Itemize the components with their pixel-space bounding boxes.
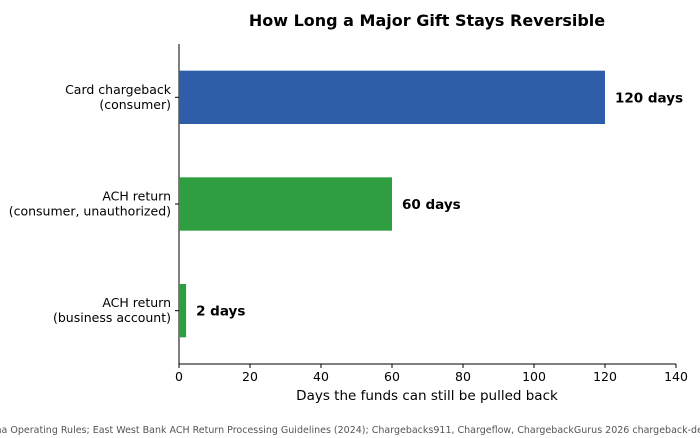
category-label: (consumer, unauthorized) (9, 204, 171, 219)
category-label: Card chargeback (65, 82, 172, 97)
category-label: (business account) (53, 310, 171, 325)
bar (179, 284, 187, 338)
data-label: 120 days (615, 90, 683, 106)
category-label: ACH return (102, 189, 171, 204)
x-tick-label: 60 (384, 369, 400, 384)
bar (179, 70, 605, 124)
x-tick-label: 120 (593, 369, 617, 384)
x-tick-label: 20 (242, 369, 258, 384)
data-label: 60 days (402, 197, 461, 213)
x-axis-label: Days the funds can still be pulled back (296, 388, 558, 404)
x-tick-label: 100 (522, 369, 546, 384)
chart-title: How Long a Major Gift Stays Reversible (249, 11, 605, 30)
category-label: ACH return (102, 295, 171, 310)
x-tick-label: 140 (664, 369, 688, 384)
bar (179, 177, 392, 231)
category-label: (consumer) (99, 97, 171, 112)
x-tick-label: 40 (313, 369, 329, 384)
data-label: 2 days (196, 304, 245, 320)
x-tick-label: 0 (175, 369, 183, 384)
x-tick-label: 80 (455, 369, 471, 384)
source-note: Sources: Nacha Operating Rules; East Wes… (0, 425, 700, 436)
